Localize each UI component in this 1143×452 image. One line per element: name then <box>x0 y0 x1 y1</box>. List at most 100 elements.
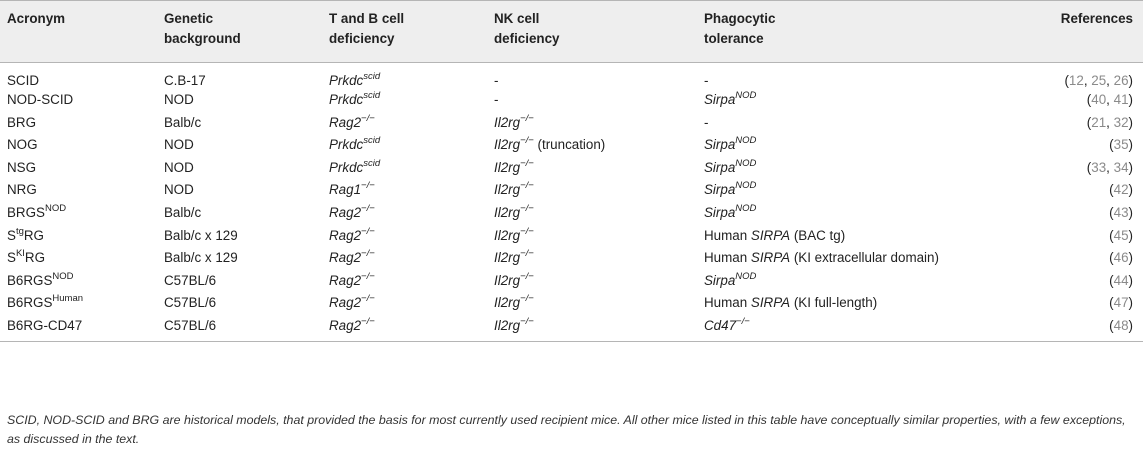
reference-link[interactable]: 41 <box>1113 92 1129 107</box>
superscript: scid <box>363 135 381 147</box>
cell-t-b-cell-deficiency: Rag2−/− <box>329 225 494 248</box>
text-run: - <box>704 114 709 130</box>
reference-link[interactable]: 40 <box>1091 92 1107 107</box>
text-run: Rag2 <box>329 317 362 333</box>
cell-phagocytic-tolerance: Human SIRPA (KI extracellular domain) <box>704 247 1033 270</box>
reference-link[interactable]: 25 <box>1091 73 1107 88</box>
table-row: StgRG Balb/c x 129 Rag2−/− Il2rg−/− Human SI… <box>0 225 1143 248</box>
cell-phagocytic-tolerance: - <box>704 63 1033 90</box>
superscript: −/− <box>520 248 534 260</box>
text-run: S <box>7 250 16 266</box>
cell-phagocytic-tolerance: SirpaNOD <box>704 202 1033 225</box>
text-run: Il2rg <box>494 114 521 130</box>
cell-acronym: BRG <box>0 112 164 135</box>
text-run: RG <box>23 227 44 243</box>
header-row: Acronym Genetic background T and B cell … <box>0 0 1143 63</box>
cell-nk-cell-deficiency: Il2rg−/− <box>494 315 704 342</box>
cell-nk-cell-deficiency: Il2rg−/− <box>494 202 704 225</box>
superscript: −/− <box>361 248 375 260</box>
text-run: B6RGS <box>7 272 53 288</box>
header-line: Acronym <box>7 11 66 26</box>
reference-link[interactable]: 34 <box>1113 159 1129 175</box>
table-header: Acronym Genetic background T and B cell … <box>0 0 1143 63</box>
header-line: deficiency <box>329 31 395 46</box>
text-run: B6RG-CD47 <box>7 317 83 333</box>
text-run: Human <box>704 250 751 266</box>
text-run: B6RGS <box>7 295 53 311</box>
reference-link[interactable]: 21 <box>1091 114 1107 130</box>
text-run: Rag1 <box>329 182 362 198</box>
text-run: Prkdc <box>329 137 364 153</box>
cell-references: (44) <box>1109 272 1133 288</box>
superscript: NOD <box>735 90 757 101</box>
table-row: BRGSNOD Balb/c Rag2−/− Il2rg−/− SirpaNOD (43) <box>0 202 1143 225</box>
text-run: Sirpa <box>704 159 736 175</box>
header-references: References <box>1033 1 1143 63</box>
cell-acronym: NRG <box>0 179 164 202</box>
cell-acronym: BRGSNOD <box>0 202 164 225</box>
reference-link[interactable]: 46 <box>1113 250 1129 266</box>
text-run: SIRPA <box>750 250 791 266</box>
superscript: −/− <box>520 202 534 214</box>
text-run: Human <box>704 295 751 311</box>
cell-acronym: NSG <box>0 157 164 180</box>
superscript: scid <box>363 90 381 101</box>
cell-phagocytic-tolerance: - <box>704 112 1033 135</box>
reference-link[interactable]: 48 <box>1113 317 1129 333</box>
text-run: SCID <box>7 73 39 88</box>
mouse-models-table: Acronym Genetic background T and B cell … <box>0 0 1143 342</box>
superscript: −/− <box>520 180 534 192</box>
reference-link[interactable]: 35 <box>1113 137 1129 153</box>
reference-link[interactable]: 12 <box>1068 73 1084 88</box>
text-run: Sirpa <box>704 92 736 107</box>
text-run: Il2rg <box>494 204 521 220</box>
header-line: T and B cell <box>329 11 405 26</box>
superscript: NOD <box>735 270 757 282</box>
cell-genetic-background: C57BL/6 <box>164 317 217 333</box>
cell-references: (45) <box>1109 227 1133 243</box>
reference-link[interactable]: 47 <box>1113 295 1129 311</box>
table-row: NOG NOD Prkdcscid Il2rg−/− (truncation) Sirp… <box>0 134 1143 157</box>
text-run: Prkdc <box>329 73 364 88</box>
reference-link[interactable]: 43 <box>1113 204 1129 220</box>
header-line: References <box>1060 11 1133 26</box>
text-run: Rag2 <box>329 204 362 220</box>
cell-nk-cell-deficiency: Il2rg−/− <box>494 247 704 270</box>
superscript: scid <box>363 157 381 169</box>
header-line: tolerance <box>704 31 764 46</box>
cell-t-b-cell-deficiency: Rag2−/− <box>329 112 494 135</box>
table-row: BRG Balb/c Rag2−/− Il2rg−/− - (21, 32) <box>0 112 1143 135</box>
cell-acronym: SCID <box>0 63 164 90</box>
cell-nk-cell-deficiency: Il2rg−/− <box>494 225 704 248</box>
superscript: Human <box>52 293 84 305</box>
cell-genetic-background: NOD <box>164 92 194 107</box>
text-run: Il2rg <box>494 182 521 198</box>
header-t-b-cell-deficiency: T and B cell deficiency <box>329 1 494 63</box>
reference-link[interactable]: 45 <box>1113 227 1129 243</box>
superscript: scid <box>363 71 381 82</box>
reference-link[interactable]: 44 <box>1113 272 1129 288</box>
reference-link[interactable]: 26 <box>1113 73 1129 88</box>
text-run: Il2rg <box>494 159 521 175</box>
superscript: tg <box>15 225 24 237</box>
superscript: −/− <box>736 315 750 327</box>
text-run: Sirpa <box>704 182 736 198</box>
cell-phagocytic-tolerance: Human SIRPA (BAC tg) <box>704 225 1033 248</box>
cell-phagocytic-tolerance: Human SIRPA (KI full-length) <box>704 292 1033 315</box>
cell-acronym: B6RGSNOD <box>0 270 164 293</box>
cell-references: (35) <box>1109 137 1133 153</box>
superscript: −/− <box>520 112 534 124</box>
cell-t-b-cell-deficiency: Rag2−/− <box>329 270 494 293</box>
text-run: Il2rg <box>494 137 521 153</box>
reference-link[interactable]: 32 <box>1113 114 1129 130</box>
text-run: Il2rg <box>494 295 521 311</box>
text-run: (KI full-length) <box>790 295 878 311</box>
superscript: −/− <box>361 270 375 282</box>
table-footnote: SCID, NOD-SCID and BRG are historical mo… <box>7 413 1126 446</box>
cell-t-b-cell-deficiency: Prkdcscid <box>329 134 494 157</box>
cell-phagocytic-tolerance: SirpaNOD <box>704 134 1033 157</box>
header-line: Genetic <box>164 11 214 26</box>
reference-link[interactable]: 42 <box>1113 182 1129 198</box>
reference-link[interactable]: 33 <box>1091 159 1107 175</box>
